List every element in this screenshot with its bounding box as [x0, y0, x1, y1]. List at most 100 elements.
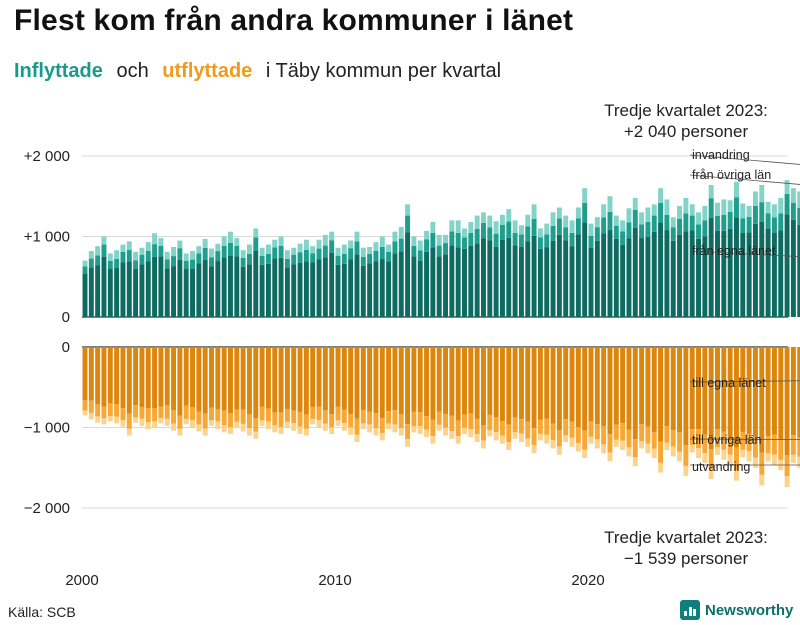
bar-out-utvandring	[670, 446, 676, 457]
bar-in-ovriga	[82, 266, 88, 274]
bar-in-ovriga	[240, 257, 246, 267]
bar-out-ovriga	[506, 424, 512, 443]
label-fran-egna: från egna länet	[692, 244, 776, 258]
bar-out-lan	[556, 347, 562, 431]
bar-in-invandring	[310, 246, 316, 254]
bar-in-invandring	[152, 233, 158, 245]
bar-out-lan	[670, 347, 676, 431]
bar-out-ovriga	[449, 415, 455, 432]
bar-in-invandring	[468, 222, 474, 233]
bar-out-ovriga	[139, 406, 145, 419]
bar-out-utvandring	[88, 412, 94, 420]
bar-out-lan	[386, 347, 392, 412]
bar-out-lan	[209, 347, 214, 408]
bar-out-utvandring	[101, 418, 107, 425]
bar-in-invandring	[474, 215, 480, 229]
bar-in-invandring	[683, 197, 689, 214]
bar-in-invandring	[291, 247, 297, 255]
bar-in-lan	[462, 248, 467, 317]
bar-in-lan	[620, 244, 626, 317]
bar-out-utvandring	[462, 427, 467, 434]
bar-out-utvandring	[784, 476, 790, 488]
bar-out-lan	[398, 347, 404, 414]
bar-in-ovriga	[360, 256, 366, 266]
bar-out-lan	[727, 347, 733, 438]
bar-in-ovriga	[348, 248, 354, 260]
bar-in-ovriga	[88, 258, 94, 268]
bar-out-utvandring	[449, 431, 455, 439]
bar-in-invandring	[746, 205, 752, 218]
bar-in-ovriga	[651, 215, 657, 232]
bar-out-ovriga	[518, 419, 524, 434]
bar-in-lan	[537, 248, 543, 317]
bar-out-ovriga	[120, 408, 126, 421]
bar-out-ovriga	[525, 421, 531, 439]
bar-in-invandring	[594, 217, 600, 228]
bar-in-ovriga	[449, 231, 455, 246]
bar-out-lan	[171, 347, 177, 411]
bar-in-lan	[449, 245, 455, 317]
bar-out-utvandring	[367, 424, 373, 433]
bar-out-lan	[607, 347, 613, 435]
bar-in-ovriga	[133, 260, 139, 269]
bar-in-ovriga	[613, 225, 619, 239]
bar-in-ovriga	[367, 253, 373, 264]
chart-subtitle: Inflyttade och utflyttade i Täby kommun …	[14, 60, 509, 83]
bar-out-ovriga	[316, 406, 322, 421]
bar-out-ovriga	[405, 424, 411, 440]
bar-in-lan	[246, 264, 252, 317]
bar-out-ovriga	[790, 435, 796, 455]
bar-in-ovriga	[462, 237, 467, 249]
subtitle-utflyttade: utflyttade	[162, 60, 253, 82]
bar-out-lan	[784, 347, 790, 456]
bar-out-lan	[601, 347, 607, 427]
bar-out-ovriga	[613, 424, 619, 440]
bar-out-utvandring	[196, 424, 202, 432]
bar-out-ovriga	[329, 414, 335, 428]
bar-in-lan	[329, 253, 335, 317]
bar-in-ovriga	[582, 203, 588, 223]
bar-out-ovriga	[715, 428, 720, 448]
bar-in-ovriga	[544, 234, 550, 248]
bar-out-utvandring	[139, 418, 145, 426]
bar-in-invandring	[228, 231, 233, 243]
bar-out-utvandring	[373, 428, 379, 436]
bar-out-ovriga	[487, 414, 493, 431]
bar-in-invandring	[518, 225, 524, 235]
bar-out-ovriga	[392, 410, 398, 425]
bar-in-lan	[259, 264, 265, 317]
bar-out-lan	[107, 347, 113, 404]
bar-in-lan	[468, 245, 474, 317]
bar-out-utvandring	[202, 428, 208, 436]
bar-out-lan	[436, 347, 442, 412]
bar-in-ovriga	[658, 203, 664, 223]
bar-in-invandring	[95, 246, 101, 256]
bar-in-lan	[613, 238, 619, 317]
bar-out-utvandring	[613, 439, 619, 447]
inflow-bars	[82, 180, 800, 317]
bar-in-invandring	[443, 234, 448, 244]
bar-in-lan	[499, 239, 505, 317]
bar-out-lan	[234, 347, 240, 410]
bar-out-lan	[664, 347, 670, 427]
bar-in-lan	[430, 247, 436, 317]
bar-in-ovriga	[202, 247, 208, 260]
bar-in-invandring	[658, 188, 664, 204]
bar-in-lan	[771, 232, 777, 317]
bar-out-utvandring	[265, 421, 271, 430]
bar-in-ovriga	[734, 197, 739, 218]
bar-out-utvandring	[797, 456, 800, 468]
bar-out-ovriga	[632, 439, 638, 458]
bar-in-lan	[474, 243, 480, 317]
bar-in-lan	[746, 232, 752, 317]
bar-in-lan	[683, 231, 689, 317]
annotation-in-line1: Tredje kvartalet 2023:	[604, 101, 768, 120]
bar-out-lan	[246, 347, 252, 414]
bar-out-utvandring	[215, 421, 221, 430]
bar-in-invandring	[765, 201, 771, 214]
bar-out-ovriga	[209, 407, 214, 421]
bar-in-ovriga	[278, 245, 284, 258]
bar-in-lan	[708, 217, 714, 317]
bar-out-utvandring	[601, 444, 607, 454]
bar-out-ovriga	[455, 420, 461, 437]
